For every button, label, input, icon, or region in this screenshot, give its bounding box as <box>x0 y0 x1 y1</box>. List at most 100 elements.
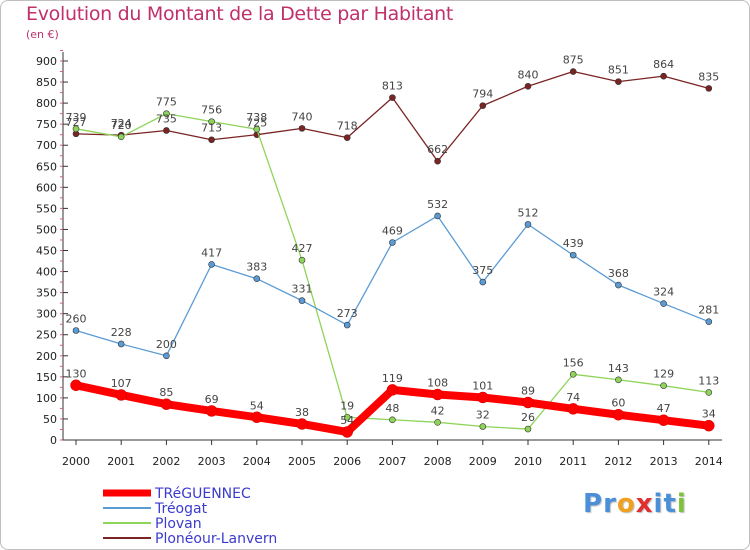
series-point-0 <box>70 379 82 392</box>
series-point-0 <box>251 411 263 424</box>
data-label: 26 <box>521 411 535 424</box>
data-label: 794 <box>472 88 493 101</box>
data-label: 89 <box>521 385 535 398</box>
y-tick-label: 850 <box>36 76 57 89</box>
series-point-3 <box>208 136 215 144</box>
series-point-3 <box>298 125 306 132</box>
data-label: 156 <box>563 356 584 369</box>
data-label: 375 <box>472 264 493 277</box>
data-label: 101 <box>472 379 493 392</box>
x-tick-label: 2002 <box>152 455 180 468</box>
y-tick-label: 350 <box>36 287 57 300</box>
data-label: 130 <box>66 367 87 380</box>
data-label: 107 <box>111 377 132 390</box>
y-tick-label: 650 <box>36 160 57 173</box>
data-label: 60 <box>611 397 625 410</box>
y-tick-label: 250 <box>36 329 57 342</box>
data-label: 724 <box>111 117 132 130</box>
data-label: 368 <box>608 267 629 280</box>
data-label: 48 <box>385 402 399 415</box>
data-label: 725 <box>246 117 267 130</box>
series-point-2 <box>660 382 667 389</box>
y-tick-label: 450 <box>36 245 57 258</box>
series-point-3 <box>343 134 351 141</box>
data-label: 331 <box>292 283 313 296</box>
data-label: 835 <box>698 70 719 83</box>
series-point-1 <box>298 297 306 304</box>
logo-letter: r <box>603 489 617 519</box>
data-label: 54 <box>250 399 264 412</box>
data-label: 54 <box>340 414 354 427</box>
series-point-1 <box>343 321 351 329</box>
series-point-1 <box>434 212 441 220</box>
series-point-2 <box>343 413 351 421</box>
data-label: 85 <box>159 386 173 399</box>
series-point-0 <box>296 418 308 430</box>
series-point-0 <box>386 384 399 396</box>
data-label: 19 <box>340 399 354 412</box>
series-point-1 <box>479 278 487 286</box>
series-point-2 <box>298 256 306 264</box>
series-point-2 <box>389 416 396 424</box>
series-point-2 <box>615 376 622 384</box>
data-label: 756 <box>201 104 222 117</box>
chart-title: Evolution du Montant de la Dette par Hab… <box>26 3 454 25</box>
data-label: 851 <box>608 64 629 77</box>
x-tick-label: 2000 <box>62 455 90 468</box>
y-tick-label: 100 <box>36 392 57 405</box>
data-label: 129 <box>653 368 674 381</box>
series-point-1 <box>72 327 80 334</box>
series-point-1 <box>569 251 577 259</box>
data-label: 119 <box>382 372 403 385</box>
data-label: 74 <box>566 391 580 404</box>
x-tick-label: 2004 <box>243 455 271 468</box>
x-tick-label: 2001 <box>107 455 135 468</box>
data-label: 281 <box>698 304 719 317</box>
series-point-1 <box>389 239 396 246</box>
series-point-0 <box>477 391 489 404</box>
series-point-0 <box>703 419 715 432</box>
logo-letter: P <box>583 489 604 519</box>
legend-label: Tréogat <box>154 501 208 517</box>
y-tick-label: 150 <box>36 371 57 384</box>
series-point-2 <box>163 110 170 117</box>
series-point-2 <box>72 125 80 133</box>
y-tick-label: 600 <box>36 181 57 194</box>
data-label: 735 <box>156 112 177 125</box>
legend-label: Plonéour-Lanvern <box>155 531 277 547</box>
data-label: 113 <box>698 374 719 387</box>
x-tick-label: 2003 <box>198 455 226 468</box>
y-tick-label: 300 <box>36 308 57 321</box>
data-label: 34 <box>702 408 716 421</box>
series-point-2 <box>208 118 215 125</box>
chart-subtitle: (en €) <box>26 28 59 41</box>
y-tick-label: 800 <box>36 97 57 110</box>
data-label: 38 <box>295 406 309 419</box>
y-tick-label: 200 <box>36 350 57 363</box>
data-label: 32 <box>476 409 490 422</box>
x-tick-label: 2009 <box>469 455 497 468</box>
series-point-0 <box>160 398 173 410</box>
x-tick-label: 2014 <box>695 455 723 468</box>
series-point-3 <box>660 72 667 80</box>
series-point-3 <box>705 85 713 92</box>
series-point-3 <box>524 82 532 90</box>
series-point-3 <box>479 102 487 109</box>
data-label: 739 <box>66 111 87 124</box>
series-point-0 <box>567 403 579 415</box>
series-point-2 <box>569 371 577 378</box>
series-point-2 <box>524 425 532 433</box>
series-point-0 <box>612 408 625 421</box>
data-label: 813 <box>382 80 403 93</box>
series-point-2 <box>479 423 487 430</box>
series-point-1 <box>660 300 667 307</box>
data-label: 200 <box>156 338 177 351</box>
chart-axes: 0 50 100 150 200 250 300 350 400 450 500 550 600 650 7… <box>36 49 723 468</box>
data-label: 718 <box>337 120 358 133</box>
logo-letter: o <box>616 489 636 519</box>
y-tick-label: 700 <box>36 139 57 152</box>
data-label: 775 <box>156 96 177 109</box>
data-label: 738 <box>246 111 267 124</box>
series-point-1 <box>524 221 532 228</box>
